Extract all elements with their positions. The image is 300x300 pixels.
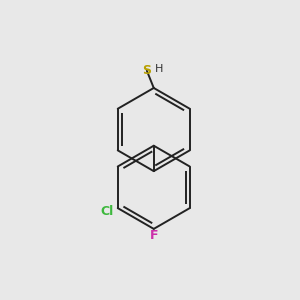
- Text: H: H: [155, 64, 164, 74]
- Text: Cl: Cl: [100, 205, 113, 218]
- Text: F: F: [149, 229, 158, 242]
- Text: S: S: [142, 64, 151, 77]
